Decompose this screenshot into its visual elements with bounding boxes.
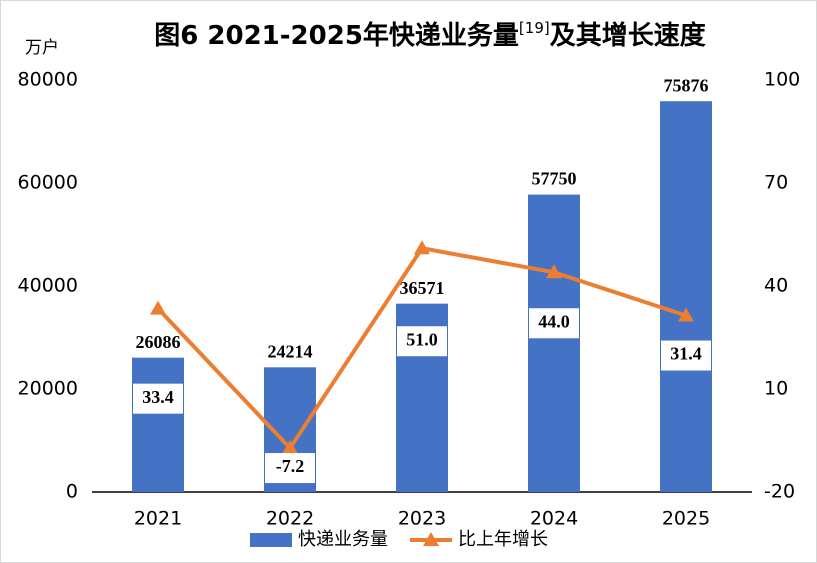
y-tick-label: 20000 <box>18 378 78 400</box>
y-tick-label: 80000 <box>18 69 78 91</box>
y2-tick-label: 10 <box>764 378 788 400</box>
y2-tick-label: 40 <box>764 275 788 297</box>
y2-tick-label: 100 <box>764 69 800 91</box>
title-main: 图6 2021-2025年快递业务量 <box>154 20 519 51</box>
marker <box>150 300 166 315</box>
bar <box>132 357 184 492</box>
line-value-label: 44.0 <box>538 311 570 331</box>
y-axis-label: 万户 <box>25 38 59 58</box>
y-tick-label: 60000 <box>18 172 78 194</box>
label-box <box>661 340 711 371</box>
x-tick-label: 2022 <box>266 508 314 530</box>
title-end: 及其增长速度 <box>550 20 706 51</box>
y2-tick-label: -20 <box>764 481 795 503</box>
marker <box>546 264 562 279</box>
bar-value-label: 24214 <box>268 341 313 361</box>
line-value-label: 33.4 <box>142 387 174 407</box>
line-value-label: -7.2 <box>276 456 305 476</box>
legend-swatch <box>250 533 292 547</box>
bar <box>528 194 580 492</box>
line-value-label: 31.4 <box>670 344 702 364</box>
legend-marker <box>423 532 439 546</box>
x-tick-label: 2023 <box>398 508 446 530</box>
y-tick-label: 0 <box>66 481 78 503</box>
x-tick-label: 2021 <box>134 508 182 530</box>
legend-label: 快递业务量 <box>298 529 388 550</box>
y-tick-label: 40000 <box>18 275 78 297</box>
legend-label: 比上年增长 <box>458 529 548 550</box>
marker <box>678 307 694 322</box>
label-box <box>133 383 183 414</box>
bar <box>660 101 712 493</box>
x-tick-label: 2024 <box>530 508 578 530</box>
marker <box>414 240 430 255</box>
x-tick-label: 2025 <box>662 508 710 530</box>
bar-value-label: 36571 <box>400 278 445 298</box>
label-box <box>529 308 579 339</box>
bar-value-label: 26086 <box>136 332 181 352</box>
label-box <box>397 326 447 357</box>
bar-value-label: 75876 <box>664 75 709 95</box>
chart-title: 图6 2021-2025年快递业务量[19]及其增长速度 <box>154 19 705 51</box>
bar-value-label: 57750 <box>532 169 577 189</box>
y2-tick-label: 70 <box>764 172 788 194</box>
label-box <box>265 453 315 484</box>
title-superscript: [19] <box>519 19 550 37</box>
line-value-label: 51.0 <box>406 329 438 349</box>
marker <box>282 440 298 455</box>
